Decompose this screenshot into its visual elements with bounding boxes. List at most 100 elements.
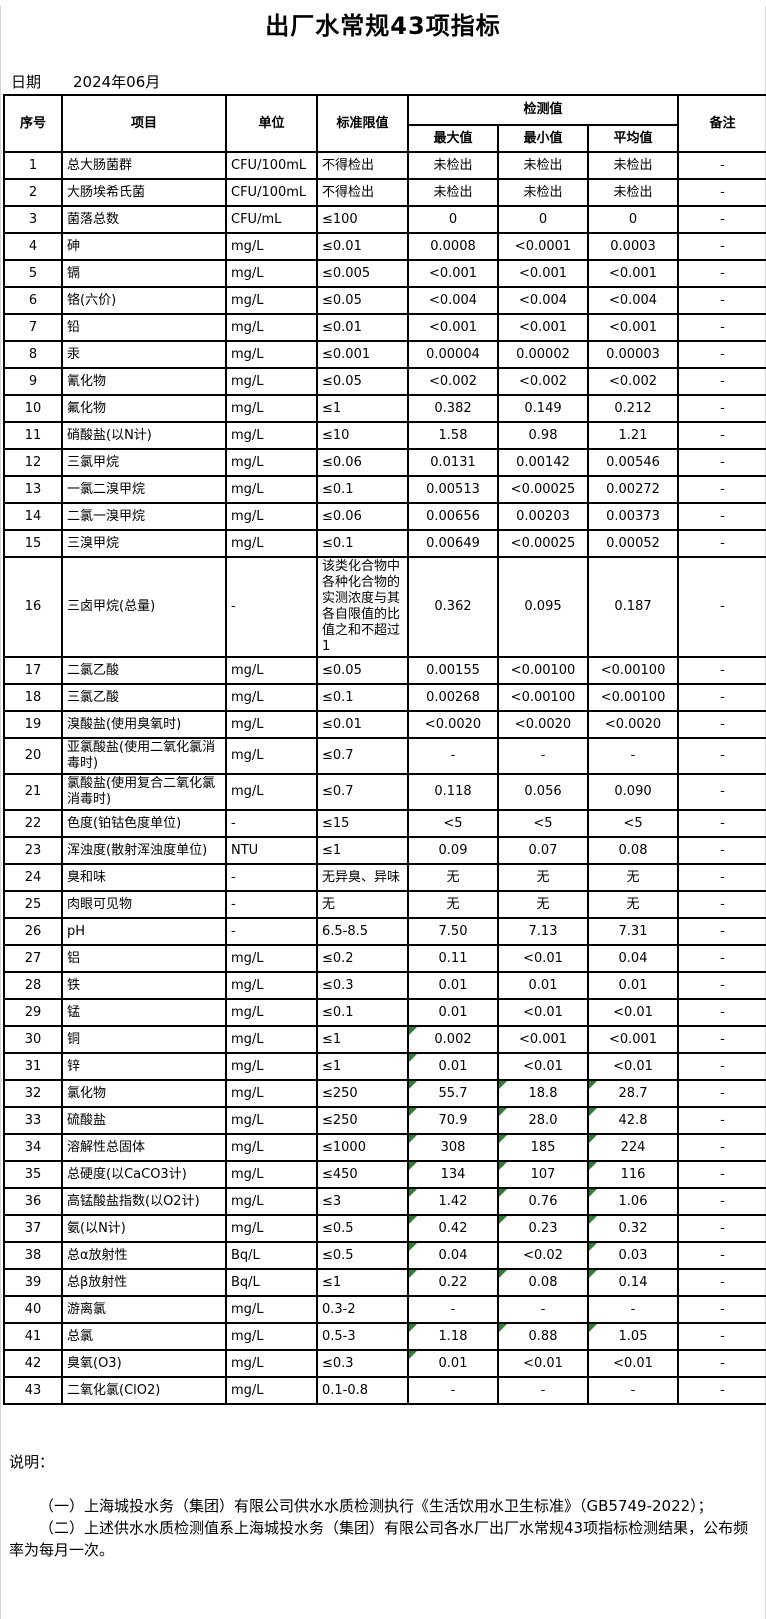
comment-marker-icon xyxy=(410,1271,417,1278)
cell-item: 硫酸盐 xyxy=(61,1106,227,1135)
cell-no: 20 xyxy=(3,737,63,775)
cell-item: 臭和味 xyxy=(61,863,227,892)
cell-limit: ≤0.01 xyxy=(316,313,409,342)
cell-avg: 0.00546 xyxy=(586,448,680,477)
comment-marker-icon xyxy=(410,1163,417,1170)
cell-unit: - xyxy=(225,890,318,919)
cell-avg: <0.01 xyxy=(586,1052,680,1081)
cell-max: <0.0020 xyxy=(407,710,499,739)
cell-unit: mg/L xyxy=(225,1349,318,1378)
table-row: 9 氰化物 mg/L ≤0.05 <0.002 <0.002 <0.002- xyxy=(3,367,766,396)
cell-no: 36 xyxy=(3,1187,63,1216)
comment-marker-icon xyxy=(590,1271,597,1278)
cell-limit: ≤0.1 xyxy=(316,529,409,558)
cell-limit: ≤0.01 xyxy=(316,710,409,739)
cell-min: <0.00025 xyxy=(497,529,589,558)
cell-item: 臭氧(O3) xyxy=(61,1349,227,1378)
cell-item: 二氧化氯(ClO2) xyxy=(61,1376,227,1405)
cell-unit: mg/L xyxy=(225,475,318,504)
cell-remark: - xyxy=(677,556,766,658)
cell-min: 0.00203 xyxy=(497,502,589,531)
cell-min: <0.01 xyxy=(497,998,589,1027)
cell-limit: ≤0.005 xyxy=(316,259,409,288)
table-row: 29 锰 mg/L ≤0.1 0.01 <0.01 <0.01- xyxy=(3,998,766,1027)
cell-remark: - xyxy=(677,656,766,685)
cell-min: 0.07 xyxy=(497,836,589,865)
cell-unit: - xyxy=(225,917,318,946)
cell-no: 29 xyxy=(3,998,63,1027)
cell-max: 无 xyxy=(407,890,499,919)
cell-no: 11 xyxy=(3,421,63,450)
cell-max: 0.01 xyxy=(407,998,499,1027)
cell-item: 总β放射性 xyxy=(61,1268,227,1297)
cell-limit: 0.3-2 xyxy=(316,1295,409,1324)
table-row: 30 铜 mg/L ≤1 0.002 <0.001 <0.001- xyxy=(3,1025,766,1054)
table-row: 42 臭氧(O3) mg/L ≤0.3 0.01 <0.01 <0.01- xyxy=(3,1349,766,1378)
cell-limit: 0.1-0.8 xyxy=(316,1376,409,1405)
comment-marker-icon xyxy=(410,1136,417,1143)
comment-marker-icon xyxy=(410,1082,417,1089)
comment-marker-icon xyxy=(410,1028,417,1035)
cell-max: 0.00155 xyxy=(407,656,499,685)
cell-unit: mg/L xyxy=(225,259,318,288)
cell-limit: ≤1 xyxy=(316,394,409,423)
table-row: 8 汞 mg/L ≤0.001 0.00004 0.00002 0.00003- xyxy=(3,340,766,369)
header-item: 项目 xyxy=(61,94,227,153)
cell-no: 4 xyxy=(3,232,63,261)
cell-no: 9 xyxy=(3,367,63,396)
cell-item: 三氯乙酸 xyxy=(61,683,227,712)
comment-marker-icon xyxy=(590,1136,597,1143)
comment-marker-icon xyxy=(590,1325,597,1332)
cell-max: 0.118 xyxy=(407,773,499,811)
cell-item: 镉 xyxy=(61,259,227,288)
page-title: 出厂水常规43项指标 xyxy=(265,12,501,40)
table-row: 32 氯化物 mg/L ≤250 55.7 18.8 28.7- xyxy=(3,1079,766,1108)
table-row: 23 浑浊度(散射浑浊度单位) NTU ≤1 0.09 0.07 0.08- xyxy=(3,836,766,865)
note-item: （二）上述供水水质检测值系上海城投水务（集团）有限公司各水厂出厂水常规43项指标… xyxy=(9,1519,749,1559)
cell-min: 0.88 xyxy=(497,1322,589,1351)
comment-marker-icon xyxy=(590,1244,597,1251)
cell-no: 35 xyxy=(3,1160,63,1189)
cell-no: 3 xyxy=(3,205,63,234)
cell-unit: mg/L xyxy=(225,998,318,1027)
cell-unit: mg/L xyxy=(225,1106,318,1135)
cell-min: 未检出 xyxy=(497,151,589,180)
cell-max: 308 xyxy=(407,1133,499,1162)
cell-limit: 无异臭、异味 xyxy=(316,863,409,892)
cell-avg: 28.7 xyxy=(586,1079,680,1108)
cell-max: 0.00004 xyxy=(407,340,499,369)
cell-remark: - xyxy=(677,151,766,180)
cell-min: 107 xyxy=(497,1160,589,1189)
cell-limit: ≤1 xyxy=(316,836,409,865)
cell-max: 0.09 xyxy=(407,836,499,865)
date-row: 日期 2024年06月 xyxy=(11,71,765,92)
cell-item: 氰化物 xyxy=(61,367,227,396)
cell-item: 锰 xyxy=(61,998,227,1027)
cell-unit: CFU/100mL xyxy=(225,151,318,180)
cell-max: 0.01 xyxy=(407,1349,499,1378)
cell-max: 0.00268 xyxy=(407,683,499,712)
table-row: 14 二氯一溴甲烷 mg/L ≤0.06 0.00656 0.00203 0.00373- xyxy=(3,502,766,531)
cell-remark: - xyxy=(677,1187,766,1216)
cell-min: 0.095 xyxy=(497,556,589,658)
cell-remark: - xyxy=(677,1052,766,1081)
cell-avg: 42.8 xyxy=(586,1106,680,1135)
cell-max: 0.00656 xyxy=(407,502,499,531)
cell-no: 25 xyxy=(3,890,63,919)
cell-no: 18 xyxy=(3,683,63,712)
cell-limit: ≤250 xyxy=(316,1106,409,1135)
cell-avg: 无 xyxy=(586,890,680,919)
cell-remark: - xyxy=(677,809,766,838)
cell-remark: - xyxy=(677,1241,766,1270)
header-unit: 单位 xyxy=(225,94,318,153)
cell-no: 34 xyxy=(3,1133,63,1162)
header-avg: 平均值 xyxy=(586,124,680,153)
cell-remark: - xyxy=(677,340,766,369)
cell-limit: ≤1 xyxy=(316,1052,409,1081)
cell-avg: 1.21 xyxy=(586,421,680,450)
table-row: 33 硫酸盐 mg/L ≤250 70.9 28.0 42.8- xyxy=(3,1106,766,1135)
cell-limit: ≤0.5 xyxy=(316,1214,409,1243)
cell-unit: mg/L xyxy=(225,1376,318,1405)
cell-min: 0.76 xyxy=(497,1187,589,1216)
cell-max: 0.362 xyxy=(407,556,499,658)
